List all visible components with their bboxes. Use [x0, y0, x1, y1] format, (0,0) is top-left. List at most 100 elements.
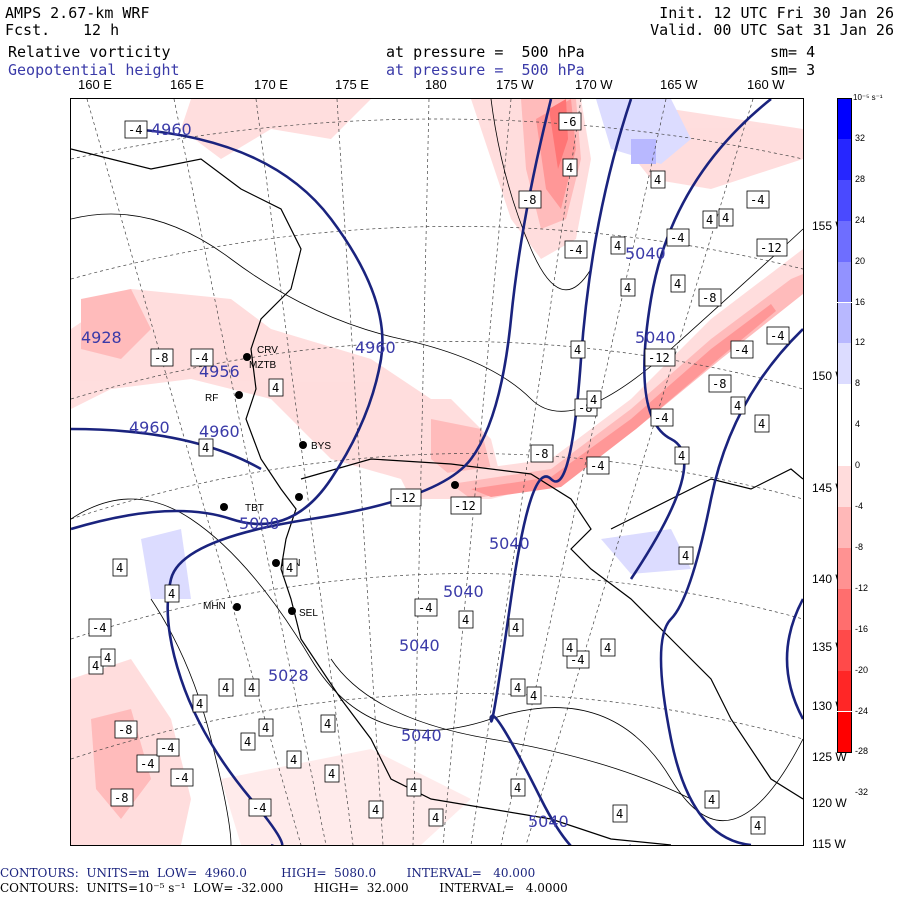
vorticity-label-box [198, 438, 214, 457]
vorticity-label-box [678, 546, 694, 565]
height-contour-label: 4960 [199, 422, 240, 441]
vorticity-contour-label: 4 [654, 173, 661, 187]
vorticity-contour-label: -4 [590, 459, 604, 473]
vorticity-contour-label: -4 [92, 621, 106, 635]
lon-label: 175 W [496, 77, 534, 92]
vorticity-label-box [718, 208, 734, 227]
vorticity-contour-label: -8 [702, 291, 716, 305]
vorticity-contour-label: -4 [568, 243, 582, 257]
colorbar-swatch [837, 466, 852, 507]
height-contour-label: 4956 [199, 362, 240, 381]
station-label: MZTB [249, 360, 277, 371]
vorticity-contour-label: 4 [512, 621, 519, 635]
field1-name: Relative vorticity [8, 43, 171, 61]
colorbar-swatch [837, 384, 852, 426]
vorticity-label-box [518, 190, 542, 209]
vorticity-label-box [258, 718, 274, 737]
vorticity-label-box [750, 816, 766, 835]
vorticity-label-box [704, 790, 720, 809]
colorbar-swatch [837, 179, 852, 221]
vorticity-contour-label: -12 [454, 499, 476, 513]
vorticity-contour-label: 4 [604, 641, 611, 655]
height-contour-label: 5000 [239, 514, 280, 533]
vorticity-label-box [650, 170, 666, 189]
vorticity-contour-label: 4 [248, 681, 255, 695]
colorbar-swatch [837, 138, 852, 180]
vorticity-label-box [136, 754, 160, 773]
vorticity-contour-label: -12 [394, 491, 416, 505]
vorticity-label-box [562, 638, 578, 657]
vorticity-contour-label: 4 [328, 767, 335, 781]
colorbar-swatch [837, 547, 852, 589]
vorticity-label-box [320, 714, 336, 733]
height-contour-label: 5040 [489, 534, 530, 553]
station-label: RF [205, 393, 218, 404]
colorbar-swatch [837, 711, 852, 754]
vorticity-label-box [324, 764, 340, 783]
vorticity-label-box [458, 610, 474, 629]
vorticity-label-box [244, 678, 260, 697]
vorticity-contour-label: -8 [154, 351, 168, 365]
vorticity-contour-label: -8 [118, 723, 132, 737]
vorticity-label-box [708, 374, 732, 393]
vorticity-label-box [368, 800, 384, 819]
colorbar-tick-label: -20 [855, 664, 869, 675]
colorbar-swatch [837, 261, 852, 303]
height-contours [71, 99, 803, 845]
vorticity-contour-label: 4 [706, 213, 713, 227]
height-contour-label: 4960 [151, 120, 192, 139]
vorticity-label-box [110, 788, 134, 807]
lon-label: 170 E [254, 77, 288, 92]
station-label: TBT [245, 503, 264, 514]
vorticity-contour-label: 4 [566, 161, 573, 175]
vorticity-contour-label: -4 [570, 653, 584, 667]
lon-label: 165 E [170, 77, 204, 92]
vorticity-label-box [610, 236, 626, 255]
vorticity-label-box [558, 112, 582, 131]
station-label: SEL [299, 608, 318, 619]
vorticity-label-box [124, 120, 148, 139]
vorticity-label-box [674, 446, 690, 465]
vorticity-label-box [450, 496, 482, 515]
colorbar-swatch [837, 670, 852, 712]
height-contour-label: 4960 [355, 338, 396, 357]
colorbar-tick-label: -4 [855, 501, 864, 511]
vorticity-contour-label: -4 [174, 771, 188, 785]
vorticity-label-box [156, 738, 180, 757]
colorbar-swatch [837, 425, 852, 467]
vorticity-label-box [414, 598, 438, 617]
vorticity-label-box [112, 558, 128, 577]
colorbar-tick-label: 12 [855, 337, 866, 348]
vorticity-contour-label: -8 [712, 377, 726, 391]
colorbar-swatch [837, 98, 852, 140]
colorbar-tick-label: 20 [855, 255, 866, 266]
colorbar-tick-label: -24 [855, 705, 869, 716]
vorticity-label-box [586, 456, 610, 475]
vorticity-label-box [564, 240, 588, 259]
map-panel[interactable]: CRV MZTB RF BYS LAN MHN SEL TBT 49604960… [70, 98, 804, 846]
vorticity-label-box [562, 158, 578, 177]
vorticity-contour-label: -12 [760, 241, 782, 255]
field2-name: Geopotential height [8, 61, 180, 79]
vorticity-label-box [114, 720, 138, 739]
vorticity-label-box [698, 288, 722, 307]
colorbar-tick-label: -16 [855, 623, 869, 634]
vorticity-contour-info: CONTOURS: UNITS=10⁻⁵ s⁻¹ LOW= -32.000 HI… [0, 881, 568, 895]
vorticity-label-box [746, 190, 770, 209]
vorticity-contour-label: 4 [244, 735, 251, 749]
lat-label: 115 W [812, 837, 846, 851]
vorticity-label-box [600, 638, 616, 657]
vorticity-contour-label: 4 [222, 681, 229, 695]
colorbar-swatch [837, 588, 852, 630]
forecast-label: Fcst. [5, 21, 51, 39]
field1-smoothing: sm= 4 [770, 43, 816, 61]
field1-pressure: at pressure = 500 hPa [386, 43, 585, 61]
vorticity-contour-label: -4 [750, 193, 764, 207]
vorticity-contour-label: -4 [418, 601, 432, 615]
vorticity-label-box [510, 678, 526, 697]
vorticity-contour-label: 4 [432, 811, 439, 825]
lat-label: 120 W [812, 796, 847, 810]
colorbar-tick-label: 8 [855, 378, 861, 389]
lat-label: 125 W [812, 750, 847, 764]
vorticity-label-box [286, 750, 302, 769]
